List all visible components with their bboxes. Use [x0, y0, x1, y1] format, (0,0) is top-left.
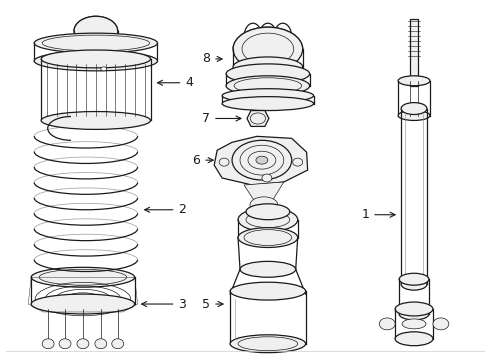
Text: 4: 4 [158, 76, 193, 89]
Ellipse shape [402, 319, 426, 329]
Ellipse shape [232, 140, 292, 180]
Ellipse shape [401, 103, 427, 114]
Text: 7: 7 [202, 112, 241, 125]
Ellipse shape [230, 335, 306, 353]
Ellipse shape [233, 27, 303, 71]
Ellipse shape [250, 197, 278, 213]
Ellipse shape [238, 337, 298, 351]
Ellipse shape [31, 267, 135, 287]
Text: 3: 3 [142, 297, 186, 311]
Ellipse shape [219, 158, 229, 166]
Text: 2: 2 [145, 203, 186, 216]
Ellipse shape [34, 51, 157, 71]
Ellipse shape [31, 294, 135, 314]
Ellipse shape [242, 33, 294, 65]
Text: 6: 6 [193, 154, 213, 167]
Ellipse shape [256, 156, 268, 164]
Ellipse shape [233, 57, 303, 77]
Ellipse shape [74, 36, 118, 60]
Ellipse shape [41, 50, 150, 68]
Ellipse shape [230, 282, 306, 300]
Text: 8: 8 [202, 53, 222, 66]
Ellipse shape [379, 318, 395, 330]
Ellipse shape [246, 212, 290, 228]
Ellipse shape [95, 339, 107, 349]
Ellipse shape [74, 16, 118, 46]
Text: 5: 5 [202, 297, 223, 311]
Ellipse shape [246, 204, 290, 220]
Polygon shape [247, 111, 269, 126]
Ellipse shape [234, 78, 302, 94]
Ellipse shape [433, 318, 449, 330]
Ellipse shape [59, 339, 71, 349]
Ellipse shape [240, 261, 295, 277]
Ellipse shape [42, 339, 54, 349]
Ellipse shape [101, 67, 107, 71]
Text: 1: 1 [362, 208, 395, 221]
Ellipse shape [395, 332, 433, 346]
Polygon shape [214, 136, 308, 185]
Polygon shape [244, 182, 284, 205]
Ellipse shape [399, 308, 429, 320]
Ellipse shape [401, 278, 427, 290]
Ellipse shape [77, 339, 89, 349]
Ellipse shape [34, 33, 157, 53]
Ellipse shape [226, 76, 310, 96]
Ellipse shape [41, 112, 150, 129]
Ellipse shape [398, 111, 430, 121]
Ellipse shape [226, 64, 310, 84]
Ellipse shape [244, 230, 292, 246]
Ellipse shape [240, 145, 284, 175]
Ellipse shape [222, 96, 314, 111]
Ellipse shape [238, 208, 298, 231]
Ellipse shape [42, 35, 149, 51]
Ellipse shape [222, 89, 314, 103]
Ellipse shape [39, 269, 127, 285]
Ellipse shape [262, 174, 272, 182]
Ellipse shape [399, 273, 429, 285]
Ellipse shape [238, 228, 298, 247]
Ellipse shape [293, 158, 303, 166]
Ellipse shape [395, 302, 433, 316]
Ellipse shape [112, 339, 123, 349]
Ellipse shape [250, 113, 266, 124]
Ellipse shape [398, 76, 430, 86]
Bar [410, 19, 418, 86]
Ellipse shape [248, 151, 276, 169]
